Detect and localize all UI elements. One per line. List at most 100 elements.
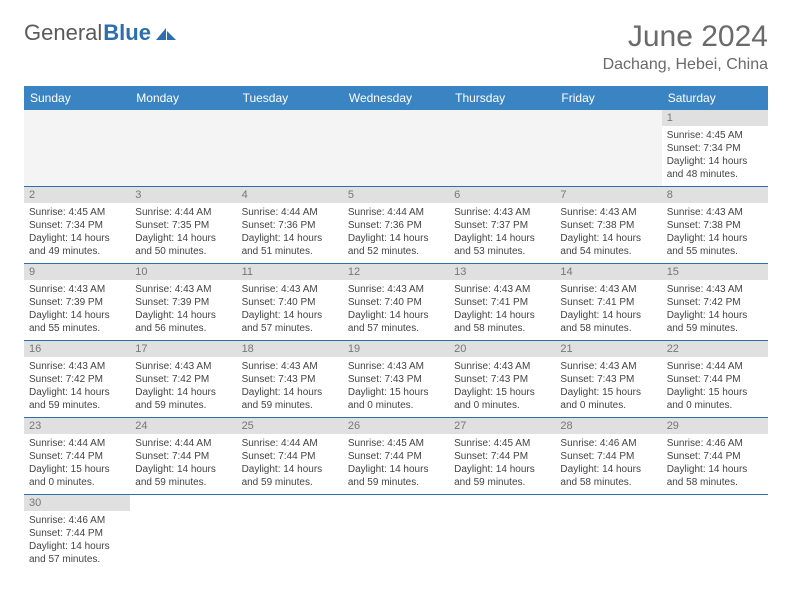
daylight-text: Daylight: 14 hours and 52 minutes. [348,232,444,258]
day-number: 1 [662,110,768,126]
day-cell: 20Sunrise: 4:43 AMSunset: 7:43 PMDayligh… [449,341,555,418]
daylight-text: Daylight: 14 hours and 59 minutes. [667,309,763,335]
day-details: Sunrise: 4:43 AMSunset: 7:40 PMDaylight:… [237,280,343,340]
daylight-text: Daylight: 14 hours and 59 minutes. [29,386,125,412]
day-number: 2 [24,187,130,203]
sunset-text: Sunset: 7:39 PM [135,296,231,309]
logo-general-text: General [24,20,102,46]
day-cell: 13Sunrise: 4:43 AMSunset: 7:41 PMDayligh… [449,264,555,341]
day-cell: 10Sunrise: 4:43 AMSunset: 7:39 PMDayligh… [130,264,236,341]
sunrise-text: Sunrise: 4:43 AM [560,360,656,373]
empty-cell [343,110,449,187]
empty-cell [343,495,449,572]
day-number: 14 [555,264,661,280]
day-number: 4 [237,187,343,203]
sunset-text: Sunset: 7:43 PM [348,373,444,386]
day-details: Sunrise: 4:43 AMSunset: 7:40 PMDaylight:… [343,280,449,340]
day-cell: 12Sunrise: 4:43 AMSunset: 7:40 PMDayligh… [343,264,449,341]
day-details: Sunrise: 4:43 AMSunset: 7:43 PMDaylight:… [343,357,449,417]
day-cell: 7Sunrise: 4:43 AMSunset: 7:38 PMDaylight… [555,187,661,264]
daylight-text: Daylight: 14 hours and 55 minutes. [29,309,125,335]
daylight-text: Daylight: 14 hours and 59 minutes. [454,463,550,489]
day-header: Saturday [662,86,768,110]
sunrise-text: Sunrise: 4:44 AM [242,437,338,450]
day-cell: 19Sunrise: 4:43 AMSunset: 7:43 PMDayligh… [343,341,449,418]
empty-cell [662,495,768,572]
sail-icon [154,24,178,42]
sunset-text: Sunset: 7:40 PM [242,296,338,309]
day-details: Sunrise: 4:43 AMSunset: 7:43 PMDaylight:… [555,357,661,417]
calendar-week: 2 Sunrise: 4:45 AMSunset: 7:34 PM Daylight… [24,187,768,264]
daylight-text: Daylight: 14 hours and 48 minutes. [667,155,763,181]
day-details: Sunrise: 4:45 AMSunset: 7:44 PMDaylight:… [449,434,555,494]
sunset-text: Sunset: 7:40 PM [348,296,444,309]
empty-cell [130,110,236,187]
day-details: Sunrise: 4:43 AMSunset: 7:43 PMDaylight:… [449,357,555,417]
day-cell: 16Sunrise: 4:43 AMSunset: 7:42 PMDayligh… [24,341,130,418]
empty-cell [237,495,343,572]
day-number: 26 [343,418,449,434]
day-number: 24 [130,418,236,434]
daylight-text: Daylight: 15 hours and 0 minutes. [560,386,656,412]
day-details: Sunrise: 4:43 AMSunset: 7:39 PMDaylight:… [24,280,130,340]
sunrise-text: Sunrise: 4:45 AM [29,206,125,219]
day-number: 18 [237,341,343,357]
day-cell: 15Sunrise: 4:43 AMSunset: 7:42 PMDayligh… [662,264,768,341]
sunset-text: Sunset: 7:39 PM [29,296,125,309]
day-number: 5 [343,187,449,203]
logo: GeneralBlue [24,20,178,46]
sunrise-text: Sunrise: 4:43 AM [348,283,444,296]
sunrise-text: Sunrise: 4:43 AM [560,283,656,296]
sunset-text: Sunset: 7:42 PM [135,373,231,386]
daylight-text: Daylight: 14 hours and 59 minutes. [135,386,231,412]
day-number: 11 [237,264,343,280]
sunrise-text: Sunrise: 4:43 AM [135,283,231,296]
calendar-week: 16Sunrise: 4:43 AMSunset: 7:42 PMDayligh… [24,341,768,418]
empty-cell [237,110,343,187]
sunset-text: Sunset: 7:44 PM [29,527,125,540]
empty-cell [555,110,661,187]
day-header: Friday [555,86,661,110]
day-details: Sunrise: 4:43 AMSunset: 7:41 PMDaylight:… [449,280,555,340]
day-number: 25 [237,418,343,434]
sunrise-text: Sunrise: 4:44 AM [667,360,763,373]
day-header: Monday [130,86,236,110]
sunrise-text: Sunrise: 4:43 AM [348,360,444,373]
calendar-body: 1Sunrise: 4:45 AMSunset: 7:34 PMDaylight… [24,110,768,571]
day-number: 22 [662,341,768,357]
sunset-text: Sunset: 7:34 PM [29,219,125,232]
day-number: 29 [662,418,768,434]
daylight-text: Daylight: 14 hours and 54 minutes. [560,232,656,258]
daylight-text: Daylight: 14 hours and 58 minutes. [667,463,763,489]
day-number: 17 [130,341,236,357]
day-cell: 23Sunrise: 4:44 AMSunset: 7:44 PMDayligh… [24,418,130,495]
day-details: Sunrise: 4:43 AMSunset: 7:38 PMDaylight:… [662,203,768,263]
empty-cell [24,110,130,187]
day-cell: 17Sunrise: 4:43 AMSunset: 7:42 PMDayligh… [130,341,236,418]
day-cell: 27Sunrise: 4:45 AMSunset: 7:44 PMDayligh… [449,418,555,495]
sunset-text: Sunset: 7:44 PM [135,450,231,463]
day-details: Sunrise: 4:44 AMSunset: 7:44 PMDaylight:… [662,357,768,417]
day-details: Sunrise: 4:43 AMSunset: 7:39 PMDaylight:… [130,280,236,340]
day-number: 13 [449,264,555,280]
day-cell: 9Sunrise: 4:43 AMSunset: 7:39 PMDaylight… [24,264,130,341]
sunrise-text: Sunrise: 4:44 AM [242,206,338,219]
sunset-text: Sunset: 7:36 PM [348,219,444,232]
daylight-text: Daylight: 14 hours and 58 minutes. [560,463,656,489]
day-details: Sunrise: 4:45 AMSunset: 7:34 PMDaylight:… [662,126,768,186]
sunrise-text: Sunrise: 4:46 AM [667,437,763,450]
day-number: 15 [662,264,768,280]
empty-cell [130,495,236,572]
daylight-text: Daylight: 14 hours and 53 minutes. [454,232,550,258]
sunrise-text: Sunrise: 4:43 AM [454,360,550,373]
sunrise-text: Sunrise: 4:43 AM [667,206,763,219]
empty-cell [449,495,555,572]
day-number: 21 [555,341,661,357]
sunset-text: Sunset: 7:42 PM [667,296,763,309]
sunrise-text: Sunrise: 4:43 AM [29,283,125,296]
day-cell: 28Sunrise: 4:46 AMSunset: 7:44 PMDayligh… [555,418,661,495]
day-details: Sunrise: 4:46 AMSunset: 7:44 PMDaylight:… [24,511,130,571]
daylight-text: Daylight: 15 hours and 0 minutes. [348,386,444,412]
sunset-text: Sunset: 7:44 PM [242,450,338,463]
daylight-text: Daylight: 14 hours and 55 minutes. [667,232,763,258]
